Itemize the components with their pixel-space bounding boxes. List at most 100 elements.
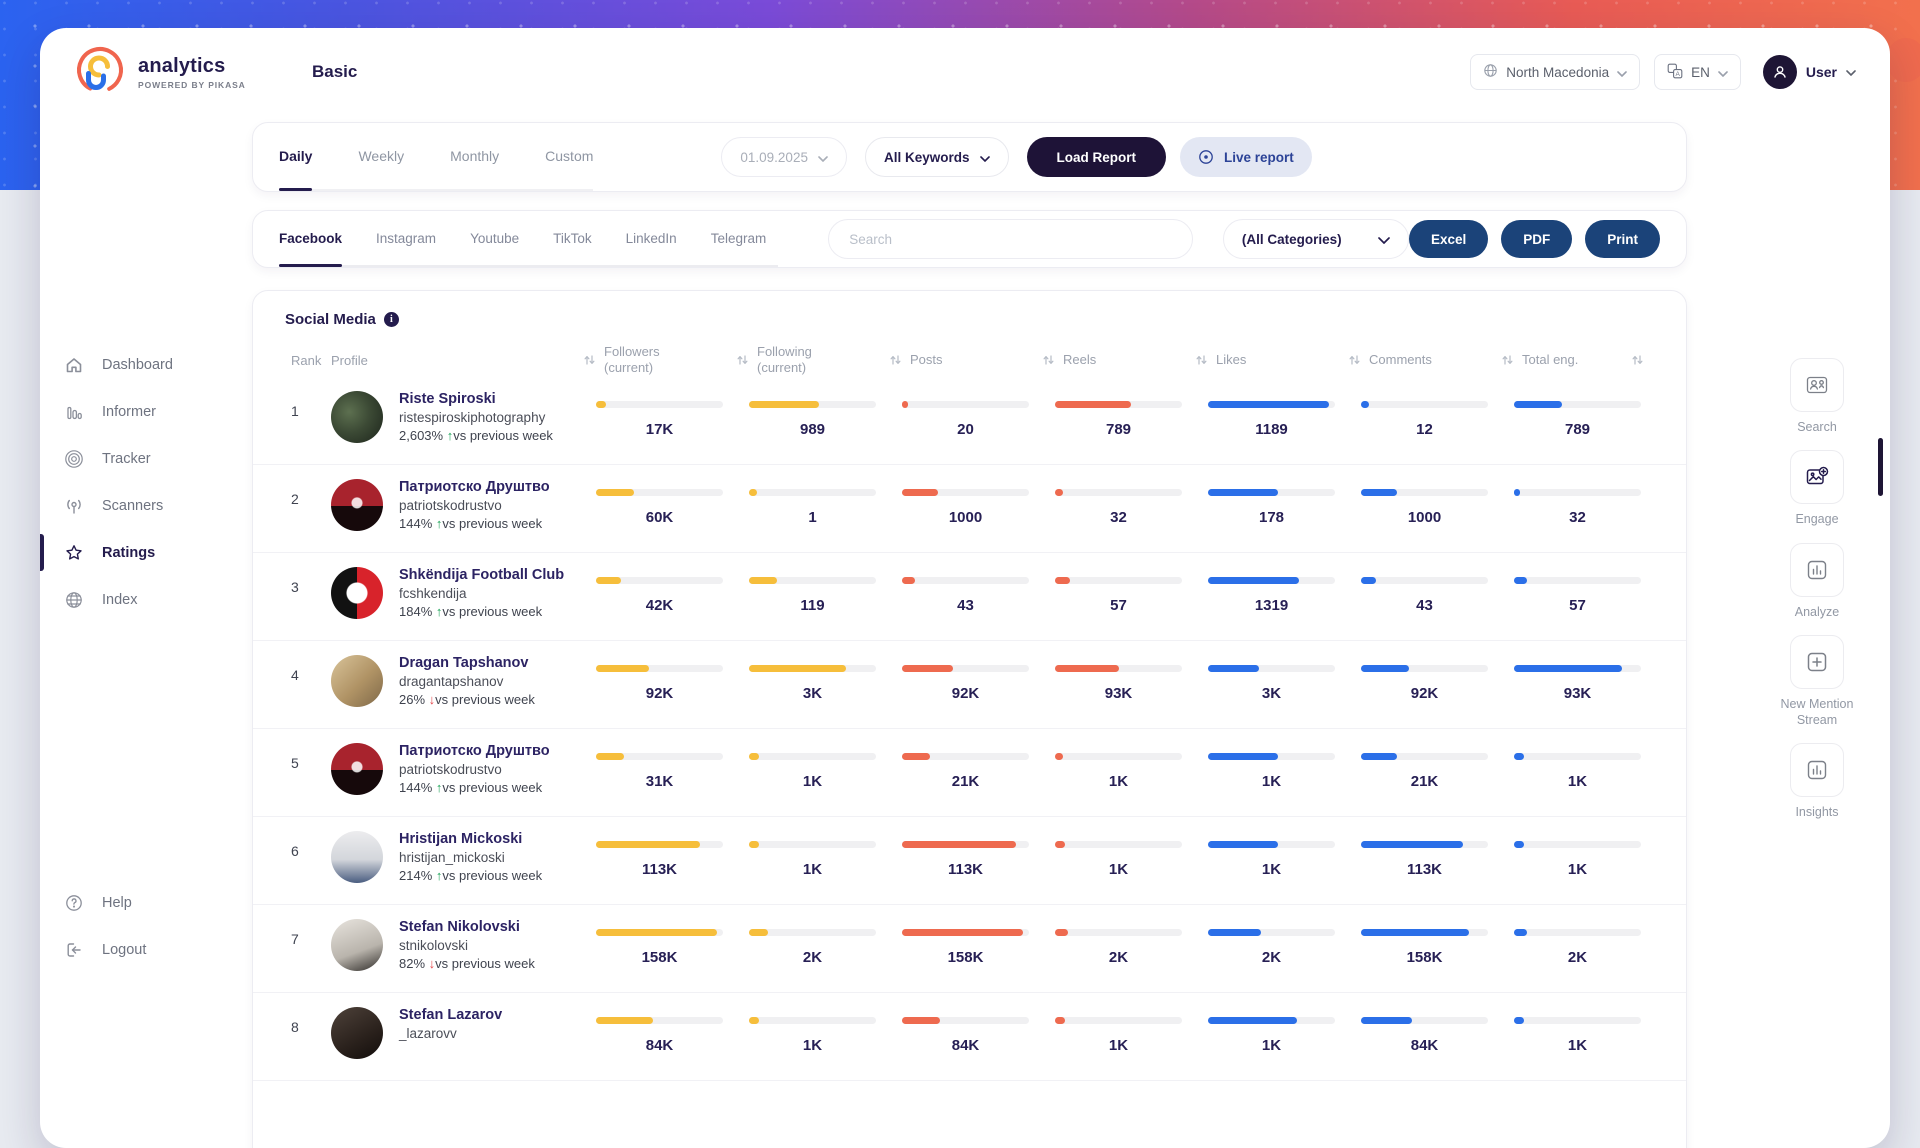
date-select[interactable]: 01.09.2025 xyxy=(721,137,847,177)
pdf-button[interactable]: PDF xyxy=(1501,220,1573,258)
sidebar-item-ratings[interactable]: Ratings xyxy=(40,529,252,576)
sidebar-item-index[interactable]: Index xyxy=(40,576,252,623)
metric-value: 1K xyxy=(802,860,823,878)
metric-value: 158K xyxy=(947,948,984,966)
metric-bar xyxy=(749,664,876,672)
sort-icon[interactable] xyxy=(583,354,596,366)
metric-cell-followers: 17K xyxy=(583,377,736,438)
sort-icon[interactable] xyxy=(1501,354,1514,366)
table-row[interactable]: 5 Патриотско Друштво patriotskodrustvo 144%… xyxy=(253,729,1686,817)
column-header-likes[interactable]: Likes xyxy=(1195,352,1348,368)
keywords-select[interactable]: All Keywords xyxy=(864,137,1009,177)
sidebar-item-tracker[interactable]: Tracker xyxy=(40,435,252,482)
tab-facebook[interactable]: Facebook xyxy=(279,211,343,267)
metric-value: 32 xyxy=(1110,508,1127,526)
sidebar-item-logout[interactable]: Logout xyxy=(40,926,252,973)
user-menu[interactable]: User xyxy=(1762,55,1856,89)
toolbar-item-search[interactable]: Search xyxy=(1790,358,1844,435)
column-header-posts[interactable]: Posts xyxy=(889,352,1042,368)
star-icon xyxy=(64,543,84,563)
rank-value: 1 xyxy=(291,402,299,419)
tab-telegram[interactable]: Telegram xyxy=(710,230,767,246)
profile-cell[interactable]: Патриотско Друштво patriotskodrustvo 144% … xyxy=(331,729,583,795)
profile-cell[interactable]: Riste Spiroski ristespiroskiphotography 2,… xyxy=(331,377,583,443)
profile-name: Патриотско Друштво xyxy=(399,742,550,759)
sidebar-item-help[interactable]: Help xyxy=(40,879,252,926)
tab-instagram[interactable]: Instagram xyxy=(376,230,437,246)
table-row[interactable]: 2 Патриотско Друштво patriotskodrustvo 144%… xyxy=(253,465,1686,553)
toolbar-item-analyze[interactable]: Analyze xyxy=(1790,542,1844,620)
rank-value: 3 xyxy=(291,578,299,595)
profile-username: ristespiroskiphotography xyxy=(399,409,546,425)
toolbar-item-engage[interactable]: Engage xyxy=(1790,450,1844,527)
profile-cell[interactable]: Hristijan Mickoski hristijan_mickoski 214%… xyxy=(331,817,583,883)
toolbar-item-insights[interactable]: Insights xyxy=(1790,743,1844,820)
tab-monthly[interactable]: Monthly xyxy=(450,148,500,164)
metric-cell-posts: 92K xyxy=(889,641,1042,702)
column-header-followers[interactable]: Followers (current) xyxy=(583,344,736,377)
column-header-comments[interactable]: Comments xyxy=(1348,352,1501,368)
main-content: Daily Weekly Monthly Custom 01.09.2025 All … xyxy=(252,116,1687,1148)
sort-icon[interactable] xyxy=(1348,354,1361,366)
profile-change: 2,603% ↑vs previous week xyxy=(399,427,553,443)
profile-avatar xyxy=(331,566,383,619)
metric-cell-reels: 1K xyxy=(1042,993,1195,1054)
profile-cell[interactable]: Dragan Tapshanov dragantapshanov 26% ↓vs p… xyxy=(331,641,583,707)
tab-custom[interactable]: Custom xyxy=(545,148,594,164)
date-select-value: 01.09.2025 xyxy=(740,149,808,165)
tab-weekly[interactable]: Weekly xyxy=(358,148,405,164)
sort-icon[interactable] xyxy=(736,354,749,366)
sidebar-item-dashboard[interactable]: Dashboard xyxy=(40,341,252,388)
country-select[interactable]: North Macedonia xyxy=(1470,54,1641,90)
excel-button[interactable]: Excel xyxy=(1408,220,1489,258)
tab-tiktok[interactable]: TikTok xyxy=(553,230,592,246)
metric-bar xyxy=(1361,576,1488,584)
sort-icon[interactable] xyxy=(1195,354,1208,366)
metric-bar xyxy=(749,400,876,408)
metric-value: 1189 xyxy=(1255,420,1288,438)
sort-icon[interactable] xyxy=(1631,354,1644,366)
metric-cell-posts: 43 xyxy=(889,553,1042,614)
info-icon[interactable]: i xyxy=(383,312,399,327)
profile-cell[interactable]: Stefan Lazarov _lazarovv xyxy=(331,993,583,1059)
table-row[interactable]: 3 Shkëndija Football Club fcshkendija 184% … xyxy=(253,553,1686,641)
tab-youtube[interactable]: Youtube xyxy=(470,230,520,246)
table-row[interactable]: 8 Stefan Lazarov _lazarovv 84K 1K 84K 1K 1K 84K 1… xyxy=(253,993,1686,1081)
metric-value: 20 xyxy=(957,420,974,438)
profile-cell[interactable]: Stefan Nikolovski stnikolovski 82% ↓vs pre… xyxy=(331,905,583,971)
globe-icon xyxy=(1483,63,1498,81)
column-header-total-eng[interactable]: Total eng. xyxy=(1501,352,1654,368)
tab-linkedin[interactable]: LinkedIn xyxy=(625,230,677,246)
profile-cell[interactable]: Shkëndija Football Club fcshkendija 184% ↑… xyxy=(331,553,583,619)
metric-cell-followers: 158K xyxy=(583,905,736,966)
table-row[interactable]: 7 Stefan Nikolovski stnikolovski 82% ↓vs pr… xyxy=(253,905,1686,993)
live-report-icon xyxy=(1198,149,1214,165)
table-row[interactable]: 6 Hristijan Mickoski hristijan_mickoski 214… xyxy=(253,817,1686,905)
sort-icon[interactable] xyxy=(889,354,902,366)
trend-up-icon: ↑ xyxy=(446,427,454,443)
scrollbar-thumb[interactable] xyxy=(1878,438,1883,496)
toolbar-item-new-mention-stream[interactable]: New Mention Stream xyxy=(1762,634,1872,729)
globe-icon xyxy=(64,590,84,610)
translate-icon: A xyxy=(1667,63,1683,82)
sidebar-item-informer[interactable]: Informer xyxy=(40,388,252,435)
table-row[interactable]: 1 Riste Spiroski ristespiroskiphotography 2… xyxy=(253,377,1686,465)
category-select[interactable]: (All Categories) xyxy=(1222,219,1409,259)
column-header-reels[interactable]: Reels xyxy=(1042,352,1195,368)
live-report-button[interactable]: Live report xyxy=(1180,137,1312,177)
language-select[interactable]: A EN xyxy=(1654,54,1741,90)
sidebar-item-scanners[interactable]: Scanners xyxy=(40,482,252,529)
tab-daily[interactable]: Daily xyxy=(279,123,313,191)
column-header-following[interactable]: Following (current) xyxy=(736,344,889,377)
metric-cell-likes: 1K xyxy=(1195,993,1348,1054)
search-input[interactable] xyxy=(828,219,1193,259)
print-button[interactable]: Print xyxy=(1585,220,1660,258)
table-row[interactable]: 4 Dragan Tapshanov dragantapshanov 26% ↓vs … xyxy=(253,641,1686,729)
profile-cell[interactable]: Патриотско Друштво patriotskodrustvo 144% … xyxy=(331,465,583,531)
metric-cell-following: 1K xyxy=(736,993,889,1054)
language-select-value: EN xyxy=(1691,64,1710,80)
sort-icon[interactable] xyxy=(1042,354,1055,366)
load-report-button[interactable]: Load Report xyxy=(1026,137,1166,177)
network-filter-bar: Facebook Instagram Youtube TikTok LinkedIn Te… xyxy=(252,210,1687,268)
profile-username: patriotskodrustvo xyxy=(399,497,502,513)
